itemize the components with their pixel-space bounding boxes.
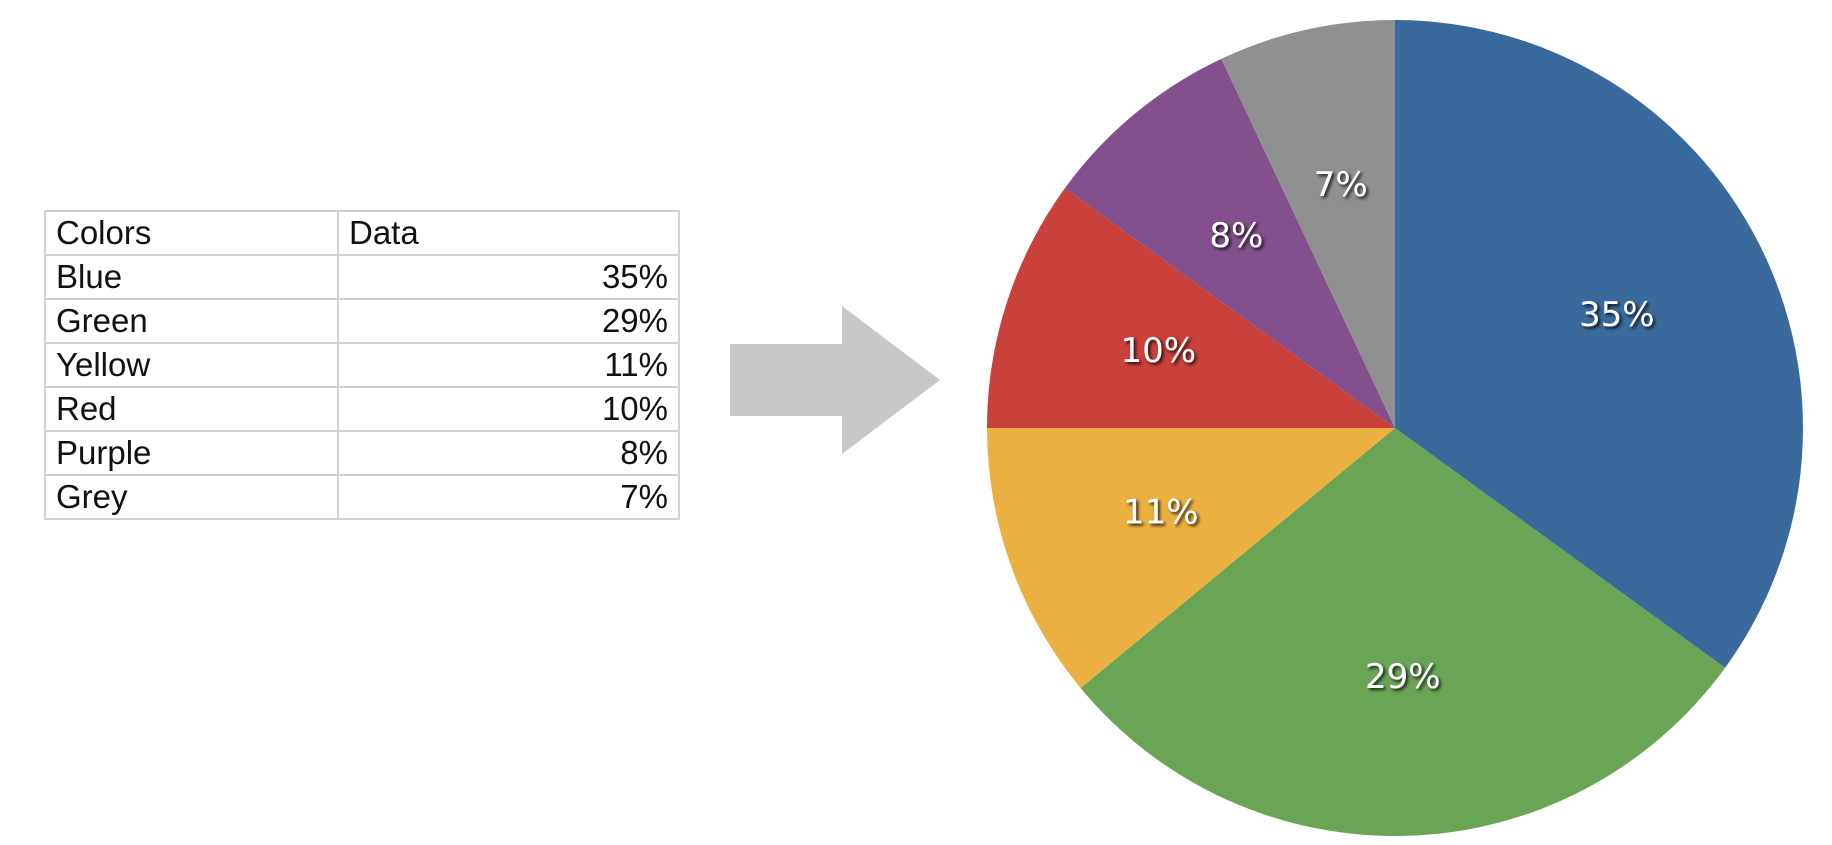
- table-row: Blue 35%: [44, 254, 680, 300]
- table-header-row: Colors Data: [44, 210, 680, 256]
- pie-label-blue: 35%: [1579, 295, 1655, 335]
- table-row: Purple 8%: [44, 430, 680, 476]
- table-row: Grey 7%: [44, 474, 680, 520]
- pie-slice-red: [987, 188, 1395, 428]
- pie-label-red: 10%: [1121, 331, 1197, 371]
- row-label: Blue: [44, 254, 339, 300]
- pie-label-yellow: 11%: [1123, 492, 1199, 532]
- table-row: Red 10%: [44, 386, 680, 432]
- row-value: 29%: [337, 298, 680, 344]
- row-value: 35%: [337, 254, 680, 300]
- row-label: Yellow: [44, 342, 339, 388]
- header-data: Data: [337, 210, 680, 256]
- row-value: 7%: [337, 474, 680, 520]
- arrow-shape: [730, 306, 940, 454]
- pie-slice-yellow: [987, 428, 1395, 689]
- pie-label-green: 29%: [1365, 657, 1441, 697]
- arrow-right-icon: [730, 306, 940, 454]
- header-colors: Colors: [44, 210, 339, 256]
- row-value: 10%: [337, 386, 680, 432]
- row-label: Purple: [44, 430, 339, 476]
- row-label: Grey: [44, 474, 339, 520]
- pie-labels: 35% 29% 11% 10% 8% 7%: [1121, 165, 1655, 697]
- row-value: 11%: [337, 342, 680, 388]
- pie-slice-grey: [1221, 20, 1395, 428]
- pie-label-purple: 8%: [1209, 216, 1263, 256]
- row-label: Green: [44, 298, 339, 344]
- pie-chart: 35% 29% 11% 10% 8% 7%: [987, 20, 1804, 837]
- row-label: Red: [44, 386, 339, 432]
- row-value: 8%: [337, 430, 680, 476]
- table-row: Green 29%: [44, 298, 680, 344]
- data-table: Colors Data Blue 35% Green 29% Yellow 11…: [44, 210, 680, 520]
- pie-slices: [987, 20, 1804, 837]
- table-row: Yellow 11%: [44, 342, 680, 388]
- pie-slice-purple: [1064, 58, 1395, 428]
- pie-label-grey: 7%: [1314, 165, 1368, 205]
- pie-slice-blue: [1395, 20, 1804, 668]
- pie-slice-green: [1080, 428, 1726, 837]
